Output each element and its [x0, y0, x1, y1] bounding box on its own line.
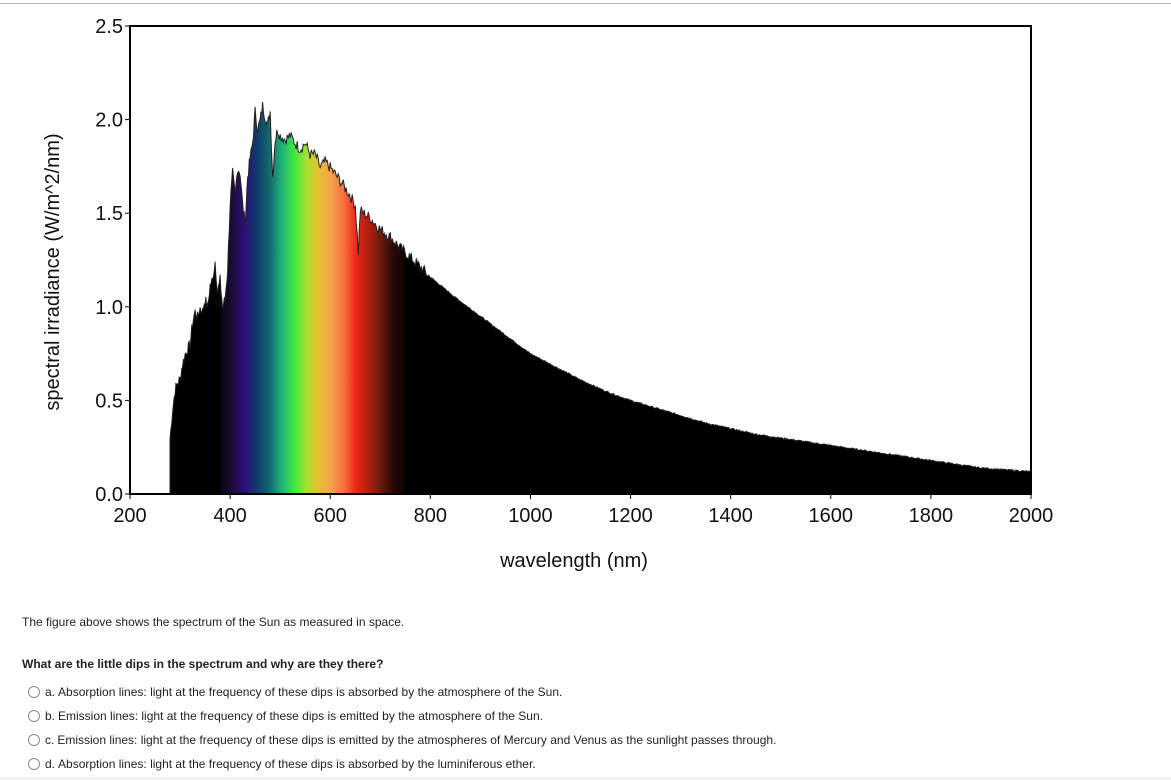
x-tick-label: 400: [213, 505, 246, 527]
figure-description: The figure above shows the spectrum of t…: [22, 615, 405, 629]
option-a[interactable]: a. Absorption lines: light at the freque…: [28, 680, 776, 704]
question-text: What are the little dips in the spectrum…: [22, 657, 384, 671]
x-axis: 200 400 600 800 1000 1200 1400 1600 1800 2000: [113, 494, 1053, 527]
option-text: Absorption lines: light at the frequency…: [58, 685, 563, 699]
x-tick-label: 600: [314, 505, 347, 527]
x-tick-label: 200: [113, 505, 146, 527]
x-tick-label: 2000: [1009, 505, 1054, 527]
radio-button-d[interactable]: [28, 758, 40, 770]
option-letter: c.: [45, 733, 55, 747]
top-divider: [0, 3, 1171, 4]
x-tick-label: 1800: [909, 505, 954, 527]
option-letter: d.: [45, 757, 56, 771]
radio-button-b[interactable]: [28, 710, 40, 722]
y-tick-label: 2.0: [95, 110, 123, 132]
option-letter: b.: [45, 709, 56, 723]
x-axis-label: wavelength (nm): [499, 550, 648, 572]
y-tick-label: 0.5: [95, 390, 123, 412]
option-c[interactable]: c. Emission lines: light at the frequenc…: [28, 728, 776, 752]
y-tick-label: 1.5: [95, 203, 123, 225]
option-text: Absorption lines: light at the frequency…: [58, 757, 536, 771]
x-tick-label: 1400: [708, 505, 753, 527]
y-axis-label: spectral irradiance (W/m^2/nm): [42, 133, 64, 410]
bottom-band: [0, 777, 1171, 780]
y-tick-label: 1.0: [95, 297, 123, 319]
plot-frame: [129, 25, 1032, 495]
option-b[interactable]: b. Emission lines: light at the frequenc…: [28, 704, 776, 728]
x-tick-label: 800: [414, 505, 447, 527]
radio-button-c[interactable]: [28, 734, 40, 746]
y-axis: 0.0 0.5 1.0 1.5 2.0 2.5: [95, 16, 130, 506]
x-tick-label: 1000: [508, 505, 553, 527]
spectrum-area: [169, 101, 1031, 494]
option-text: Emission lines: light at the frequency o…: [58, 709, 543, 723]
option-d[interactable]: d. Absorption lines: light at the freque…: [28, 752, 776, 776]
x-tick-label: 1200: [608, 505, 653, 527]
x-tick-label: 1600: [809, 505, 854, 527]
answer-options: a. Absorption lines: light at the freque…: [28, 680, 776, 776]
y-tick-label: 0.0: [95, 484, 123, 506]
solar-spectrum-chart: 0.0 0.5 1.0 1.5 2.0 2.5 200 400 600 800 1000 1200 1…: [42, 16, 1053, 572]
option-text: Emission lines: light at the frequency o…: [57, 733, 777, 747]
option-letter: a.: [45, 685, 56, 699]
radio-button-a[interactable]: [28, 686, 40, 698]
y-tick-label: 2.5: [95, 16, 123, 38]
